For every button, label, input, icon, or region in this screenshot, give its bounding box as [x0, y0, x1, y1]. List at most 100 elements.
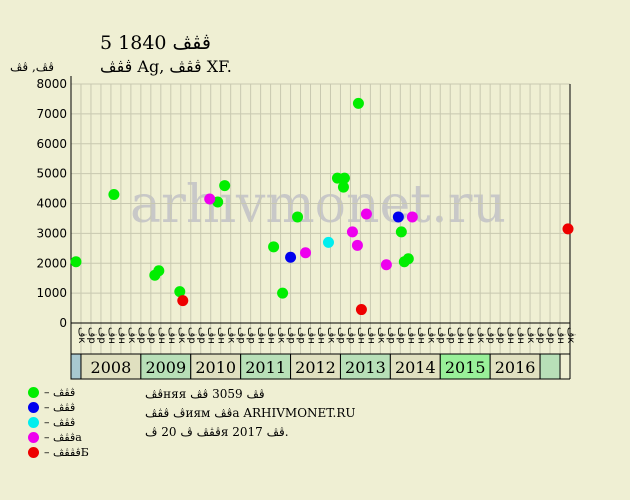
- year-label: 2010: [195, 358, 236, 377]
- legend-label: – ڤڤڤڤБ: [44, 446, 89, 459]
- data-point: [351, 239, 363, 251]
- data-point: [174, 286, 186, 298]
- legend-marker: [28, 447, 39, 458]
- month-label: ڤр: [445, 327, 456, 344]
- month-label: ڤк: [126, 327, 137, 343]
- data-point: [355, 304, 367, 316]
- y-tick-label: 5000: [36, 167, 67, 181]
- year-label: 2008: [91, 358, 132, 377]
- year-label: 2014: [395, 358, 436, 377]
- data-point: [337, 181, 349, 193]
- year-cell: [489, 353, 541, 380]
- legend-label: – ڤڤڤа: [44, 431, 82, 444]
- y-tick-label: 8000: [36, 77, 67, 91]
- legend-marker: [28, 432, 39, 443]
- y-tick-label: 4000: [36, 197, 67, 211]
- year-label: 2012: [295, 358, 336, 377]
- data-point: [177, 295, 189, 307]
- month-label: ڤн: [106, 327, 117, 344]
- legend-item: – ڤڤڤڤБ: [28, 445, 89, 460]
- month-label: ڤн: [306, 327, 317, 344]
- month-label: ڤк: [375, 327, 386, 343]
- month-label: ڤн: [515, 327, 526, 344]
- data-point: [70, 256, 82, 268]
- note-source: ڤ ڤڤڤиям ڤڤа ARHIVMONET.RU: [145, 406, 356, 420]
- data-point: [268, 241, 280, 253]
- data-point: [204, 193, 216, 205]
- month-label: ڤн: [405, 327, 416, 344]
- month-label: ڤр: [136, 327, 147, 344]
- year-cell: [70, 353, 82, 380]
- note-average-price: ڤڤняя ڤڤ 3059 ڤڤ: [145, 387, 265, 401]
- month-label: ڤн: [316, 327, 327, 344]
- month-label: ڤр: [495, 327, 506, 344]
- y-tick-label: 3000: [36, 226, 67, 240]
- data-point: [562, 223, 574, 235]
- month-label: ڤн: [156, 327, 167, 344]
- month-label: ڤк: [276, 327, 287, 343]
- data-point: [346, 226, 358, 238]
- month-label: ڤр: [435, 327, 446, 344]
- month-label: ڤр: [236, 327, 247, 344]
- month-label: ڤн: [555, 327, 566, 344]
- month-label: ڤн: [355, 327, 366, 344]
- data-point: [108, 189, 120, 201]
- month-label: ڤк: [76, 327, 87, 343]
- data-point: [392, 211, 404, 223]
- data-point: [277, 287, 289, 299]
- month-label: ڤр: [395, 327, 406, 344]
- note-date: ڤڤڤ ڤ 20 ڤя 2017 ڤڤ.: [145, 425, 289, 439]
- month-label: ڤр: [286, 327, 297, 344]
- legend-label: – ڤڤڤ: [44, 416, 76, 429]
- legend-marker: [28, 417, 39, 428]
- data-point: [395, 226, 407, 238]
- data-point: [360, 208, 372, 220]
- month-label: ڤр: [146, 327, 157, 344]
- month-label: ڤн: [365, 327, 376, 344]
- year-cell: [439, 353, 491, 380]
- data-point: [352, 97, 364, 109]
- year-cell: [190, 353, 242, 380]
- year-cell: [80, 353, 142, 380]
- legend-item: – ڤڤڤ: [28, 385, 89, 400]
- month-label: ڤн: [505, 327, 516, 344]
- data-point: [292, 211, 304, 223]
- month-label: ڤк: [475, 327, 486, 343]
- month-label: ڤр: [96, 327, 107, 344]
- month-label: ڤн: [166, 327, 177, 344]
- month-label: ڤр: [196, 327, 207, 344]
- year-cell: [290, 353, 341, 380]
- y-tick-label: 2000: [36, 256, 67, 270]
- month-label: ڤр: [246, 327, 257, 344]
- month-label: ڤн: [116, 327, 127, 344]
- year-label: 2015: [445, 358, 486, 377]
- chart-title: 5 ڤڤڤ 1840: [100, 32, 211, 54]
- year-cell: [389, 353, 441, 380]
- data-point: [380, 259, 392, 271]
- month-label: ڤк: [176, 327, 187, 343]
- legend-label: – ڤڤڤ: [44, 401, 76, 414]
- month-label: ڤр: [485, 327, 496, 344]
- data-point: [406, 211, 418, 223]
- month-label: ڤн: [256, 327, 267, 344]
- month-label: ڤк: [525, 327, 536, 343]
- month-label: ڤн: [206, 327, 217, 344]
- y-tick-label: 6000: [36, 137, 67, 151]
- data-point: [300, 247, 312, 259]
- year-label: 2013: [345, 358, 386, 377]
- y-tick-label: 1000: [36, 286, 67, 300]
- year-label: 2011: [245, 358, 286, 377]
- data-point: [285, 251, 297, 263]
- data-point: [338, 172, 350, 184]
- year-label: 2016: [495, 358, 536, 377]
- month-label: ڤр: [545, 327, 556, 344]
- month-label: ڤр: [296, 327, 307, 344]
- year-cell: [539, 353, 561, 380]
- chart-subtitle: ڤڤڤ Ag, ڤڤڤ XF.: [100, 57, 232, 76]
- month-label: ڤр: [86, 327, 97, 344]
- month-label: ڤр: [385, 327, 396, 344]
- month-label: ڤн: [266, 327, 277, 344]
- month-label: ڤк: [565, 327, 576, 343]
- year-cell: [339, 353, 391, 380]
- month-label: ڤн: [415, 327, 426, 344]
